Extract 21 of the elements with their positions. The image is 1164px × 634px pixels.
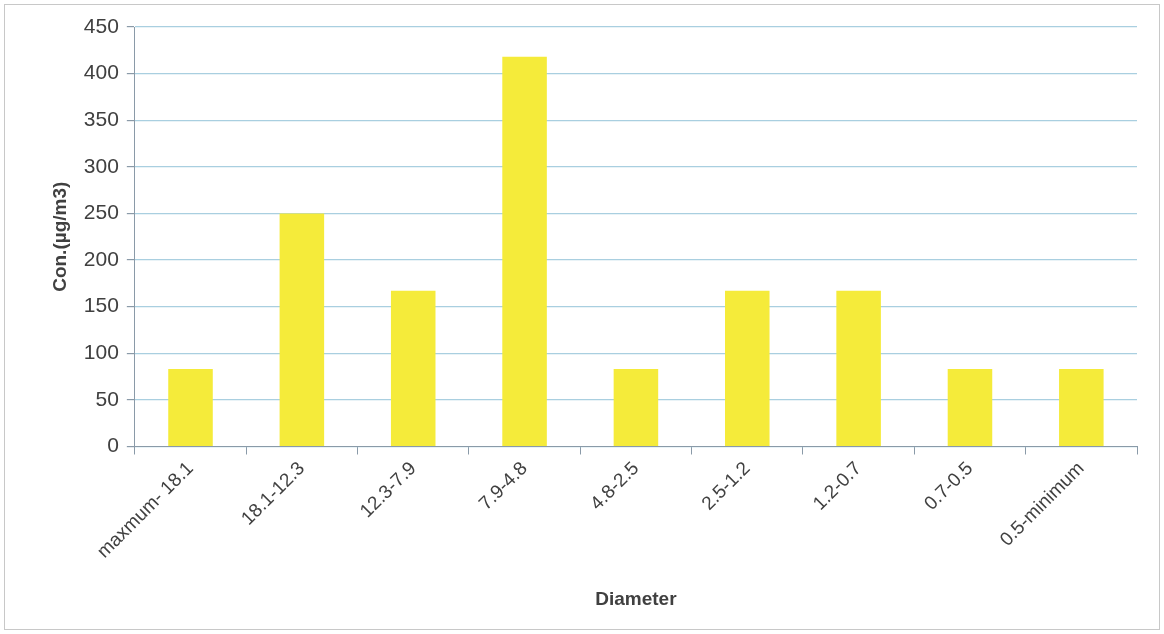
bar [168,369,213,446]
y-tick-label: 400 [83,60,119,84]
y-tick-label: 450 [83,13,119,37]
bar [725,290,770,446]
bar [502,56,547,446]
y-tick-label: 50 [95,386,119,410]
y-tick-label: 250 [83,200,119,224]
y-tick-label: 350 [83,107,119,131]
bar [1059,369,1104,446]
bar [947,369,993,446]
y-axis-title: Con.(µg/m3) [48,181,70,292]
bar [279,213,325,446]
y-tick-label: 0 [107,433,119,457]
x-axis-title: Diameter [595,587,678,609]
bar [390,290,436,446]
y-tick-label: 200 [83,246,119,270]
bar [836,290,881,446]
y-tick-label: 300 [83,153,119,177]
y-tick-label: 150 [83,293,119,317]
bar [613,369,659,446]
y-tick-label: 100 [83,340,119,364]
